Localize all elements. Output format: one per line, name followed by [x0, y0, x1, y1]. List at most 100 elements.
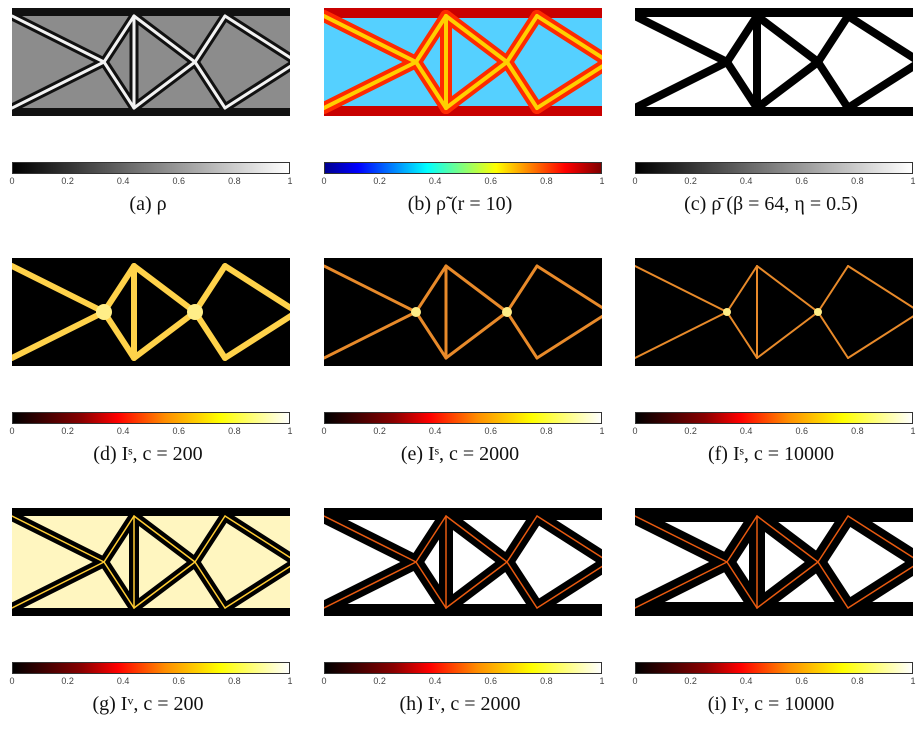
colorbar-tick: 1: [287, 426, 293, 436]
truss-member: [847, 315, 913, 359]
background: [324, 258, 602, 366]
panel-caption: (c) ρ̄ (β = 64, η = 0.5): [684, 193, 858, 215]
colorbar-tick: 0.4: [739, 676, 753, 686]
truss-member: [753, 12, 822, 66]
colorbar: [324, 412, 602, 424]
colorbar-tick: 0.8: [540, 176, 553, 186]
structure-plot: [324, 508, 602, 616]
panel-caption: (i) Iᵛ, c = 10000: [707, 693, 835, 715]
truss-member: [817, 311, 849, 359]
truss-member-edge: [12, 14, 106, 64]
truss-member-core: [324, 60, 418, 110]
colorbar-ticks: 0 0.2 0.4 0.6 0.8 1: [632, 176, 916, 188]
structure-plot: [12, 258, 290, 366]
panel-i: 0 0.2 0.4 0.6 0.8 1 (i) Iᵛ, c = 10000: [623, 500, 919, 745]
joint: [502, 307, 512, 317]
truss-member: [192, 263, 228, 315]
colorbar-tick: 0.6: [795, 426, 809, 436]
truss-member-core: [535, 14, 602, 60]
truss-member-edge: [194, 515, 226, 563]
truss-member: [12, 309, 107, 361]
colorbar-ticks: 0 0.2 0.4 0.6 0.8 1: [321, 426, 604, 438]
truss-member-edge: [324, 561, 417, 609]
colorbar-tick: 0: [9, 676, 15, 686]
colorbar-tick: 0.4: [739, 176, 753, 186]
truss-member: [723, 12, 761, 66]
bottom-chord: [324, 604, 602, 616]
truss-member-edge: [445, 561, 508, 609]
truss-member-edge: [726, 515, 758, 563]
truss-member-edge: [193, 60, 227, 110]
panel-image: [12, 8, 290, 116]
truss-member: [222, 263, 290, 312]
panel-image: [635, 508, 913, 616]
truss-member-edge: [635, 515, 728, 563]
colorbar-tick: 0: [632, 676, 638, 686]
truss-member: [847, 265, 913, 309]
colorbar-ticks: 0 0.2 0.4 0.6 0.8 1: [632, 676, 916, 688]
colorbar-tick: 0: [321, 176, 327, 186]
colorbar-tick: 0.8: [228, 176, 241, 186]
joint: [96, 304, 112, 320]
truss-member: [414, 310, 448, 360]
truss-member-core: [505, 60, 539, 110]
truss-member-edge: [194, 561, 226, 609]
truss-member-edge: [726, 561, 758, 609]
colorbar-tick: 0.8: [540, 676, 553, 686]
truss-member: [535, 314, 602, 360]
colorbar-tick: 0.2: [684, 676, 697, 686]
joint: [411, 307, 421, 317]
panel-caption: (a) ρ: [129, 193, 167, 215]
truss-member-core: [444, 14, 509, 64]
panel-caption: (g) Iᵛ, c = 200: [92, 693, 204, 715]
colorbar-ticks: 0 0.2 0.4 0.6 0.8 1: [632, 426, 915, 438]
colorbar-tick: 0.6: [795, 676, 809, 686]
panel-e: 0 0.2 0.4 0.6 0.8 1 (e) Iˢ, c = 2000: [312, 250, 608, 495]
panel-caption: (b) ρ̃ (r = 10): [407, 193, 513, 215]
colorbar-tick: 1: [910, 176, 916, 186]
background: [12, 258, 290, 366]
truss-member-edge: [103, 561, 135, 609]
colorbar-tick: 0.2: [684, 426, 697, 436]
colorbar: [324, 662, 602, 674]
truss-member-edge: [224, 565, 290, 609]
colorbar-tick: 1: [599, 176, 605, 186]
truss-member-edge: [12, 561, 105, 609]
truss-member-edge: [132, 60, 197, 110]
truss-member-core: [444, 60, 509, 110]
truss-member: [817, 265, 849, 313]
truss-member-edge: [133, 515, 196, 563]
structure-plot: [324, 8, 602, 116]
colorbar-tick: 0.2: [373, 426, 386, 436]
panel-caption: (d) Iˢ, c = 200: [93, 443, 203, 465]
truss-member: [814, 58, 852, 112]
colorbar-tick: 0.6: [795, 176, 809, 186]
colorbar-tick: 0.8: [228, 426, 241, 436]
colorbar-tick: 0.2: [373, 176, 386, 186]
colorbar-tick: 0.8: [540, 426, 553, 436]
colorbar-tick: 1: [910, 676, 916, 686]
truss-member-edge: [536, 515, 602, 559]
truss-member: [12, 263, 107, 315]
truss-member-edge: [536, 565, 602, 609]
joint: [814, 308, 822, 316]
background: [635, 258, 913, 366]
top-chord: [324, 508, 602, 520]
truss-member: [414, 264, 448, 314]
colorbar-tick: 0: [9, 176, 15, 186]
truss-member-edge: [12, 60, 106, 110]
colorbar-tick: 1: [599, 676, 605, 686]
panel-f: 0 0.2 0.4 0.6 0.8 1 (f) Iˢ, c = 10000: [623, 250, 919, 495]
truss-member-edge: [847, 515, 913, 559]
truss-member-edge: [506, 561, 538, 609]
truss-member: [324, 310, 418, 360]
top-chord: [324, 8, 602, 18]
colorbar: [635, 662, 913, 674]
truss-member: [535, 264, 602, 310]
colorbar-tick: 0.4: [116, 176, 130, 186]
colorbar-tick: 0.8: [228, 676, 241, 686]
panel-d: 0 0.2 0.4 0.6 0.8 1 (d) Iˢ, c = 200: [0, 250, 296, 495]
colorbar: [12, 162, 290, 174]
panel-c: 0 0.2 0.4 0.6 0.8 1 (c) ρ̄ (β = 64, η = 0.5): [623, 0, 919, 245]
truss-member: [635, 265, 728, 313]
